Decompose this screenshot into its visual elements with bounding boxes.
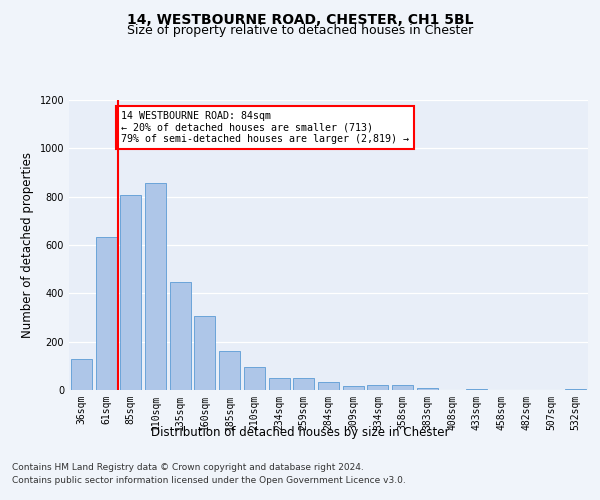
Bar [367, 385, 388, 390]
Text: Contains public sector information licensed under the Open Government Licence v3: Contains public sector information licen… [12, 476, 406, 485]
Text: 14, WESTBOURNE ROAD, CHESTER, CH1 5BL: 14, WESTBOURNE ROAD, CHESTER, CH1 5BL [127, 12, 473, 26]
Bar [565, 389, 586, 390]
Bar [343, 386, 364, 390]
Bar [95, 236, 116, 390]
Bar [219, 352, 240, 390]
Y-axis label: Number of detached properties: Number of detached properties [21, 152, 34, 338]
Bar [269, 378, 290, 390]
Bar [170, 282, 191, 390]
Text: Size of property relative to detached houses in Chester: Size of property relative to detached ho… [127, 24, 473, 37]
Bar [318, 382, 339, 390]
Bar [120, 196, 141, 390]
Bar [71, 358, 92, 390]
Bar [244, 367, 265, 390]
Text: Distribution of detached houses by size in Chester: Distribution of detached houses by size … [151, 426, 449, 439]
Bar [417, 388, 438, 390]
Bar [392, 385, 413, 390]
Bar [145, 184, 166, 390]
Bar [293, 378, 314, 390]
Text: Contains HM Land Registry data © Crown copyright and database right 2024.: Contains HM Land Registry data © Crown c… [12, 462, 364, 471]
Bar [194, 316, 215, 390]
Bar [466, 389, 487, 390]
Text: 14 WESTBOURNE ROAD: 84sqm
← 20% of detached houses are smaller (713)
79% of semi: 14 WESTBOURNE ROAD: 84sqm ← 20% of detac… [121, 111, 409, 144]
